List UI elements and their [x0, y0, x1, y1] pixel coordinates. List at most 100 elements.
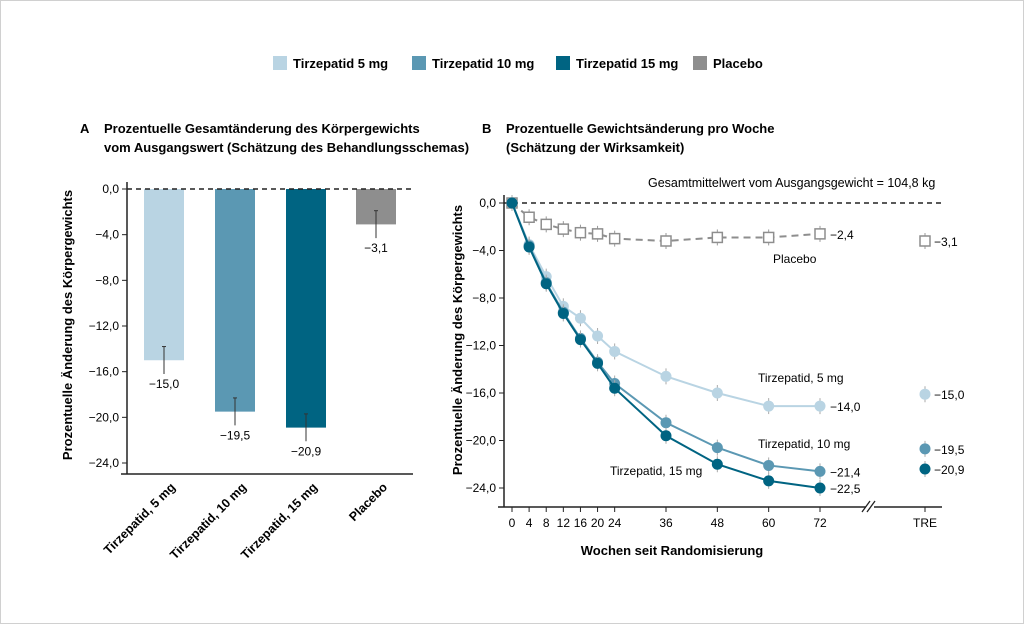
data-point-15mg: [609, 382, 621, 394]
legend-swatch-placebo: [693, 56, 707, 70]
y-tick-label: −8,0: [95, 273, 119, 287]
data-point-placebo: [557, 223, 570, 235]
x-tick-label: 16: [574, 516, 588, 530]
end-label-10mg: −21,4: [830, 465, 861, 479]
data-point-15mg: [506, 197, 518, 209]
data-label: −3,1: [364, 241, 388, 255]
x-tick-label: 8: [543, 516, 550, 530]
data-point-placebo: [523, 211, 535, 223]
x-tick-label: 72: [813, 516, 827, 530]
x-tick-label: 4: [526, 516, 533, 530]
y-tick-label: −12,0: [466, 339, 497, 353]
tre-label-15mg: −20,9: [934, 463, 965, 477]
data-point-placebo: [762, 231, 775, 244]
x-tick-label: 60: [762, 516, 776, 530]
legend-swatch-10mg: [412, 56, 426, 70]
y-tick-label: −16,0: [466, 386, 497, 400]
data-point-15mg: [711, 458, 723, 470]
panel-b-title-line2: (Schätzung der Wirksamkeit): [506, 140, 684, 155]
data-point-5mg: [574, 312, 586, 324]
tre-label-10mg: −19,5: [934, 443, 965, 457]
panel-b-plot: 0,0−4,0−8,0−12,0−16,0−20,0−24,00 4 8 12 16 20…: [466, 195, 965, 530]
panel-b-ylabel: Prozentuelle Änderung des Körpergewichts: [450, 205, 465, 475]
tre-point-5mg: [919, 388, 931, 400]
tre-label-placebo: −3,1: [934, 235, 958, 249]
legend-swatch-5mg: [273, 56, 287, 70]
data-point-15mg: [763, 475, 775, 487]
panel-b-letter: B: [482, 121, 491, 136]
y-tick-label: 0,0: [102, 182, 119, 196]
panel-a-ylabel: Prozentuelle Änderung des Körpergewichts: [60, 190, 75, 460]
x-tick-label: 0: [509, 516, 516, 530]
data-point-15mg: [814, 482, 826, 494]
data-label: −15,0: [149, 377, 180, 391]
data-point-placebo: [660, 235, 672, 247]
x-tick-label: 20: [591, 516, 605, 530]
data-point-placebo: [608, 232, 621, 245]
tre-label-5mg: −15,0: [934, 388, 965, 402]
data-point-15mg: [540, 278, 552, 290]
series-line-placebo: [511, 202, 821, 243]
data-point-15mg: [660, 430, 672, 442]
data-point-5mg: [592, 330, 604, 342]
y-tick-label: −12,0: [89, 319, 120, 333]
legend-label-15mg: Tirzepatid 15 mg: [576, 56, 678, 71]
y-tick-label: −24,0: [89, 456, 120, 470]
data-point-5mg: [814, 400, 826, 412]
y-tick-label: −4,0: [472, 244, 496, 258]
axis-break-mark: [861, 500, 871, 513]
data-point-15mg: [574, 334, 586, 346]
category-label: Tirzepatid, 15 mg: [238, 480, 320, 562]
panel-a-plot: 0,0 −4,0 −8,0 −12,0 −16,0 −20,0 −24,0 −15,0 Tirz…: [89, 182, 413, 562]
y-tick-label: −24,0: [466, 481, 497, 495]
bar: [286, 189, 326, 428]
data-point-10mg: [763, 459, 775, 471]
legend-label-10mg: Tirzepatid 10 mg: [432, 56, 534, 71]
tre-point-placebo: [919, 235, 931, 247]
end-label-15mg: −22,5: [830, 482, 861, 496]
x-tick-label: TRE: [913, 516, 937, 530]
series-name-placebo: Placebo: [773, 252, 817, 266]
end-label-5mg: −14,0: [830, 400, 861, 414]
y-tick-label: −4,0: [95, 228, 119, 242]
panel-a-letter: A: [80, 121, 90, 136]
data-point-5mg: [609, 345, 621, 357]
data-label: −19,5: [220, 428, 251, 442]
data-point-placebo: [814, 228, 826, 240]
data-point-5mg: [711, 387, 723, 399]
y-tick-label: −8,0: [472, 291, 496, 305]
y-tick-label: −20,0: [89, 410, 120, 424]
category-label: Tirzepatid, 5 mg: [101, 480, 178, 557]
x-tick-label: 12: [557, 516, 571, 530]
data-point-10mg: [814, 465, 826, 477]
bar: [215, 189, 255, 412]
panel-a-title-line1: Prozentuelle Gesamtänderung des Körperge…: [104, 121, 420, 136]
x-tick-label: 24: [608, 516, 622, 530]
tre-point-10mg: [919, 443, 931, 455]
data-point-placebo: [574, 226, 587, 239]
series-name-5mg: Tirzepatid, 5 mg: [758, 371, 844, 385]
data-point-15mg: [592, 357, 604, 369]
x-tick-label: 48: [711, 516, 725, 530]
bar: [144, 189, 184, 361]
x-tick-label: 36: [659, 516, 673, 530]
series-name-10mg: Tirzepatid, 10 mg: [758, 437, 850, 451]
legend: Tirzepatid 5 mg Tirzepatid 10 mg Tirzepa…: [273, 56, 763, 71]
data-point-10mg: [711, 442, 723, 454]
tre-point-15mg: [919, 463, 931, 475]
axis-break-mark: [866, 500, 876, 513]
data-point-15mg: [523, 241, 535, 253]
panel-b-title-line1: Prozentuelle Gewichtsänderung pro Woche: [506, 121, 774, 136]
y-tick-label: −20,0: [466, 434, 497, 448]
data-point-placebo: [711, 231, 724, 244]
data-point-5mg: [660, 370, 672, 382]
y-tick-label: 0,0: [479, 196, 496, 210]
data-point-placebo: [591, 228, 604, 240]
category-label: Placebo: [346, 480, 390, 524]
y-tick-label: −16,0: [89, 365, 120, 379]
panel-b-annotation: Gesamtmittelwert vom Ausgangsgewicht = 1…: [648, 176, 935, 190]
panel-b-xlabel: Wochen seit Randomisierung: [581, 543, 764, 558]
category-label: Tirzepatid, 10 mg: [167, 480, 249, 562]
data-label: −20,9: [291, 444, 322, 458]
